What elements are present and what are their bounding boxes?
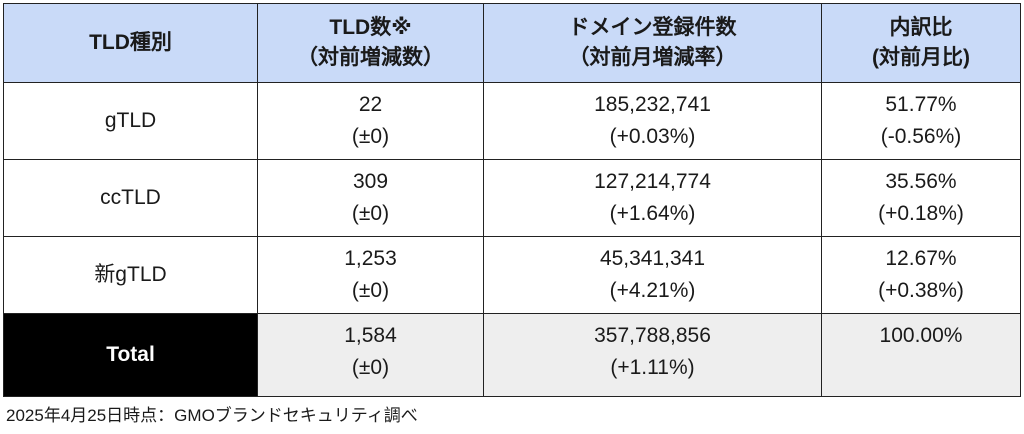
- row-label: ccTLD: [3, 159, 258, 237]
- registrations-cell: 127,214,774 (+1.64%): [483, 159, 822, 237]
- tld-count-value: 309: [352, 170, 389, 193]
- registrations-change: (+1.64%): [609, 202, 696, 225]
- header-tld-type: TLD種別: [3, 3, 258, 83]
- row-label: gTLD: [3, 82, 258, 160]
- tld-count-cell: 1,584 (±0): [257, 313, 484, 397]
- table-row-gtld: gTLD 22 (±0) 185,232,741 (+0.03%) 51.77%…: [3, 82, 1021, 160]
- header-registrations-label: ドメイン登録件数: [568, 16, 737, 39]
- header-share: 内訳比 (対前月比): [821, 3, 1021, 83]
- share-value: 35.56%: [885, 170, 957, 193]
- registrations-value: 357,788,856: [594, 324, 711, 347]
- registrations-change: (+1.11%): [610, 356, 695, 379]
- header-share-label: 内訳比: [889, 16, 953, 39]
- registrations-cell: 185,232,741 (+0.03%): [483, 82, 822, 160]
- registrations-value: 45,341,341: [599, 247, 706, 270]
- header-tld-count-label: TLD数※: [329, 16, 412, 39]
- source-footnote: 2025年4月25日時点：GMOブランドセキュリティ調べ: [6, 406, 418, 425]
- row-label-total: Total: [3, 313, 258, 397]
- share-value: 51.77%: [885, 93, 957, 116]
- header-row: TLD種別 TLD数※ （対前増減数） ドメイン登録件数 （対前月増減率） 内訳…: [3, 3, 1021, 83]
- tld-count-change: (±0): [351, 125, 390, 148]
- header-registrations-sublabel: （対前月増減率）: [568, 46, 737, 69]
- registrations-cell: 357,788,856 (+1.11%): [483, 313, 822, 397]
- registrations-value: 127,214,774: [594, 170, 711, 193]
- share-cell: 35.56% (+0.18%): [821, 159, 1021, 237]
- registrations-change: (+0.03%): [609, 125, 696, 148]
- tld-count-cell: 309 (±0): [257, 159, 484, 237]
- tld-count-cell: 1,253 (±0): [257, 236, 484, 314]
- share-change: (+0.38%): [878, 279, 964, 302]
- share-cell: 12.67% (+0.38%): [821, 236, 1021, 314]
- share-change: (+0.18%): [878, 202, 964, 225]
- registrations-value: 185,232,741: [594, 93, 711, 116]
- tld-count-value: 22: [358, 93, 383, 116]
- table-row-cctld: ccTLD 309 (±0) 127,214,774 (+1.64%) 35.5…: [3, 159, 1021, 237]
- tld-count-value: 1,253: [344, 247, 397, 270]
- header-registrations: ドメイン登録件数 （対前月増減率）: [483, 3, 822, 83]
- share-value: 12.67%: [885, 247, 957, 270]
- registrations-change: (+4.21%): [609, 279, 696, 302]
- header-tld-count-sublabel: （対前増減数）: [297, 46, 444, 69]
- header-tld-type-label: TLD種別: [89, 31, 172, 54]
- tld-count-value: 1,584: [344, 324, 397, 347]
- table-row-total: Total 1,584 (±0) 357,788,856 (+1.11%) 10…: [3, 313, 1021, 397]
- share-value: 100.00%: [879, 324, 963, 347]
- tld-count-change: (±0): [351, 279, 390, 302]
- registrations-cell: 45,341,341 (+4.21%): [483, 236, 822, 314]
- share-change: (-0.56%): [880, 125, 962, 148]
- tld-statistics-table: TLD種別 TLD数※ （対前増減数） ドメイン登録件数 （対前月増減率） 内訳…: [3, 3, 1021, 397]
- tld-count-cell: 22 (±0): [257, 82, 484, 160]
- share-cell: 100.00%: [821, 313, 1021, 397]
- tld-count-change: (±0): [351, 202, 390, 225]
- row-label: 新gTLD: [3, 236, 258, 314]
- header-share-sublabel: (対前月比): [872, 46, 970, 69]
- table-row-new-gtld: 新gTLD 1,253 (±0) 45,341,341 (+4.21%) 12.…: [3, 236, 1021, 314]
- share-cell: 51.77% (-0.56%): [821, 82, 1021, 160]
- header-tld-count: TLD数※ （対前増減数）: [257, 3, 484, 83]
- tld-count-change: (±0): [351, 356, 390, 379]
